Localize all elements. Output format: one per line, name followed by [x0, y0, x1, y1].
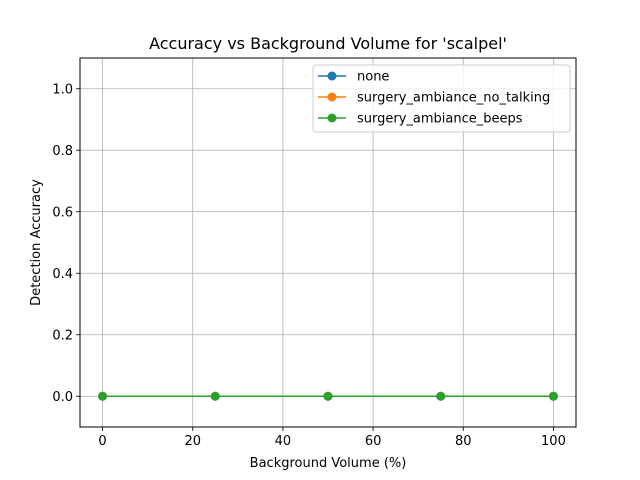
chart-title: Accuracy vs Background Volume for 'scalp…	[149, 34, 507, 53]
y-tick-label: 0.0	[52, 390, 73, 405]
x-tick-label: 60	[365, 434, 382, 449]
legend: none surgery_ambiance_no_talking surgery_a…	[312, 64, 571, 133]
legend-marker	[327, 113, 337, 123]
x-tick-label: 0	[98, 434, 106, 449]
y-tick-label: 0.4	[52, 267, 73, 282]
legend-label: surgery_ambiance_beeps	[357, 112, 523, 127]
y-tick-label: 0.6	[52, 205, 73, 220]
data-point	[210, 391, 220, 401]
x-tick-label: 80	[455, 434, 472, 449]
legend-entry: surgery_ambiance_beeps	[318, 112, 523, 127]
series-layer	[98, 391, 558, 401]
y-tick-label: 0.2	[52, 328, 73, 343]
legend-entry: none	[318, 70, 389, 85]
data-point	[98, 391, 108, 401]
y-tick-label: 0.8	[52, 144, 73, 159]
x-axis-label: Background Volume (%)	[250, 456, 407, 471]
legend-label: surgery_ambiance_no_talking	[357, 91, 550, 106]
plot-frame	[79, 57, 577, 428]
legend-marker	[327, 71, 337, 81]
legend-box	[312, 64, 571, 133]
legend-entry: surgery_ambiance_no_talking	[318, 91, 550, 106]
data-point	[323, 391, 333, 401]
axis-ticks: 0 20 40 60 80 100 0.0 0.2 0.4 0.6 0.8 1.0	[52, 82, 566, 449]
legend-label: none	[357, 70, 389, 85]
legend-marker	[327, 92, 337, 102]
data-point	[436, 391, 446, 401]
x-tick-label: 40	[275, 434, 292, 449]
y-axis-label: Detection Accuracy	[29, 179, 44, 306]
x-tick-label: 100	[541, 434, 566, 449]
series-surgery-ambiance-beeps	[98, 391, 558, 401]
data-point	[548, 391, 558, 401]
y-tick-label: 1.0	[52, 82, 73, 97]
x-tick-label: 20	[184, 434, 201, 449]
